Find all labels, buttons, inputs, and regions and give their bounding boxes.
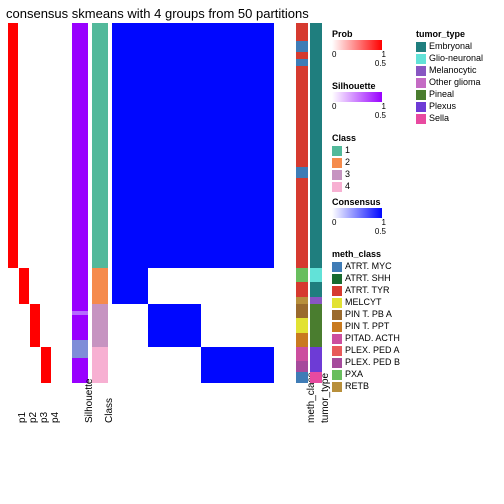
xlabel-silhouette: Silhouette <box>84 379 95 423</box>
legend-class: Class1234 <box>332 131 356 192</box>
legend-prob: Prob100.5 <box>332 27 386 68</box>
legend-tumor: tumor_typeEmbryonalGlio-neuronalMelanocy… <box>416 27 483 124</box>
xlabel-p1: p1 <box>17 412 28 423</box>
xlabel-class: Class <box>104 398 115 423</box>
col-class <box>92 23 108 383</box>
xlabel-tumor_type: tumor_type <box>320 373 331 423</box>
legend-meth: meth_classATRT. MYCATRT. SHHATRT. TYRMEL… <box>332 247 400 392</box>
xlabel-p4: p4 <box>50 412 61 423</box>
xlabel-p2: p2 <box>28 412 39 423</box>
heatmap-stage: p1p2p3p4SilhouetteClassmeth_classtumor_t… <box>0 23 504 503</box>
col-p1 <box>8 23 18 383</box>
plot-title: consensus skmeans with 4 groups from 50 … <box>0 0 504 23</box>
col-silhouette <box>72 23 88 383</box>
col-p3 <box>30 23 40 383</box>
legend-sil: Silhouette100.5 <box>332 79 386 120</box>
col-tumor_type <box>310 23 322 383</box>
legend-cons: Consensus100.5 <box>332 195 386 236</box>
col-p2 <box>19 23 29 383</box>
xlabel-p3: p3 <box>39 412 50 423</box>
col-meth_class <box>296 23 308 383</box>
col-consensus-diag <box>112 23 274 383</box>
col-p4 <box>41 23 51 383</box>
